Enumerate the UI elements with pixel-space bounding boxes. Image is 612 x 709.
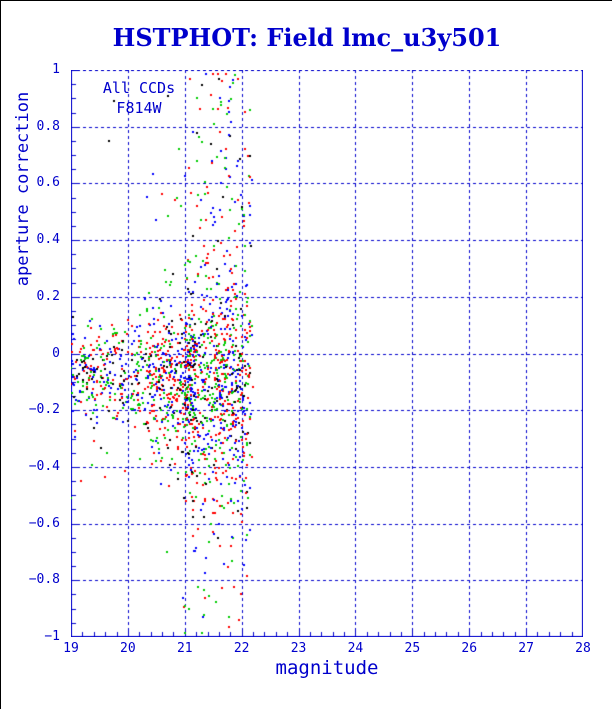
y-tick-label: −0.8 <box>28 572 60 588</box>
x-tick-label: 26 <box>461 641 478 656</box>
y-tick-label: −0.6 <box>28 515 60 531</box>
y-tick-label: −0.2 <box>28 402 60 418</box>
x-axis-title: magnitude <box>275 657 379 679</box>
y-tick-label: 0 <box>52 345 60 361</box>
annotation-ccds-label: All CCDs <box>102 79 176 97</box>
x-tick-label: 28 <box>575 641 591 656</box>
scatter-plot-canvas <box>71 70 583 637</box>
x-tick-label: 21 <box>176 641 193 656</box>
y-tick-label: 1 <box>52 62 60 77</box>
x-tick-label: 22 <box>233 641 250 656</box>
y-tick-label: 0.2 <box>36 288 60 304</box>
chart-title: HSTPHOT: Field lmc_u3y501 <box>112 23 502 52</box>
y-tick-label: −1 <box>44 629 60 644</box>
plot-annotation: All CCDs F814W <box>79 78 199 118</box>
y-tick-label: −0.4 <box>28 458 60 474</box>
annotation-filter-label: F814W <box>116 99 162 117</box>
plot-area: All CCDs F814W <box>71 70 583 637</box>
y-tick-label: 0.8 <box>36 118 60 134</box>
x-tick-label: 23 <box>290 641 307 656</box>
y-tick-label: 0.6 <box>36 175 60 191</box>
x-tick-label: 25 <box>404 641 421 656</box>
y-tick-label: 0.4 <box>36 232 60 248</box>
x-tick-label: 27 <box>518 641 534 656</box>
x-tick-label: 24 <box>347 641 364 656</box>
x-tick-label: 19 <box>63 641 79 656</box>
x-tick-label: 20 <box>120 641 136 656</box>
